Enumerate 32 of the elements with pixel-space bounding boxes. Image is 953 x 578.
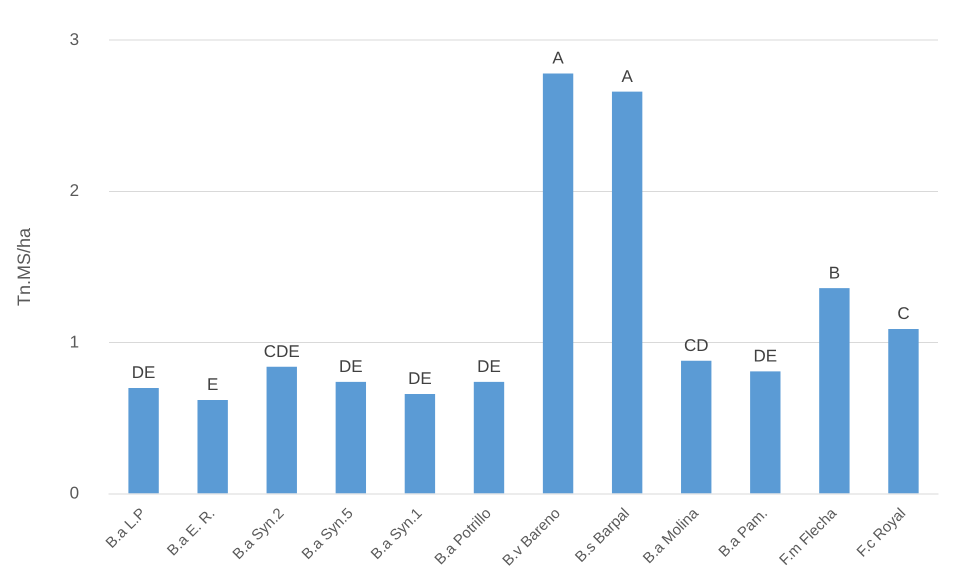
annotation: DE: [408, 369, 432, 388]
annotation: DE: [753, 346, 778, 366]
y-tick-label: 1: [70, 332, 80, 352]
bar: [542, 73, 574, 494]
bar: [681, 360, 712, 494]
annotation: A: [552, 48, 564, 68]
x-tick-label: B.a Pam.: [715, 504, 772, 561]
annotation: C: [897, 304, 910, 324]
annotation: DE: [339, 357, 363, 376]
bar: [336, 382, 366, 494]
x-tick-label: B.a E. R.: [164, 504, 218, 560]
bar: [612, 92, 642, 494]
bar: [128, 388, 159, 494]
annotation: CD: [684, 336, 709, 355]
bar: [474, 382, 504, 494]
annotation: DE: [132, 363, 156, 382]
annotation: DE: [477, 357, 501, 376]
bar: [266, 366, 297, 494]
x-tick-label: B.a L.P: [102, 504, 150, 552]
y-tick-label: 0: [70, 483, 80, 502]
y-tick-label: 3: [70, 30, 80, 49]
annotation: A: [621, 66, 634, 86]
y-tick-label: 2: [70, 181, 80, 200]
bar: [888, 328, 919, 494]
bar: [404, 394, 436, 494]
annotation: CDE: [264, 342, 300, 361]
bar: [750, 371, 780, 494]
y-axis-title: Tn.MS/ha: [14, 226, 34, 306]
bar: [197, 400, 228, 494]
bar: [819, 288, 850, 494]
annotation: E: [207, 375, 218, 394]
annotation: B: [828, 263, 840, 282]
